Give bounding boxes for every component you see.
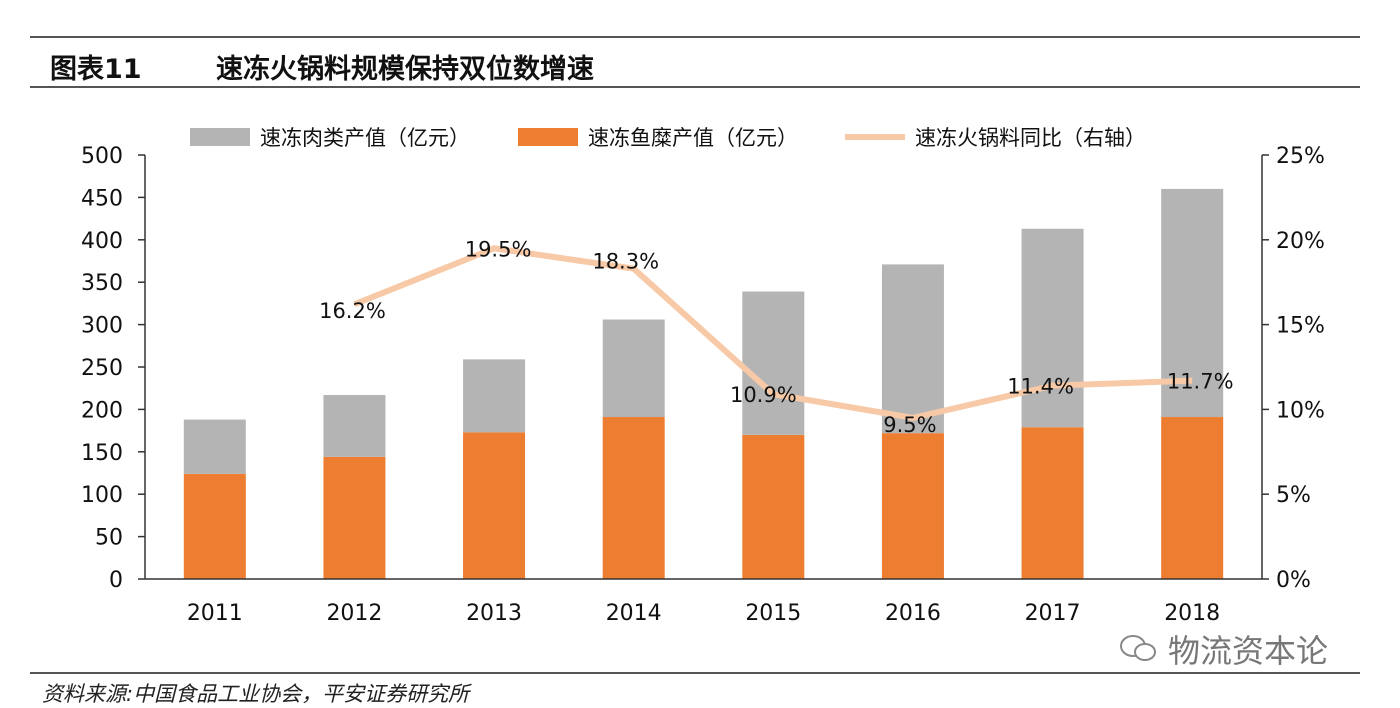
y-right-tick-label: 20%: [1276, 229, 1325, 254]
y-left-tick-label: 450: [81, 186, 123, 211]
data-label-yoy-2016: 9.5%: [883, 413, 936, 437]
legend-label-yoy: 速冻火锅料同比（右轴）: [915, 126, 1146, 150]
data-label-yoy-2014: 18.3%: [592, 250, 659, 274]
data-label-yoy-2015: 10.9%: [730, 383, 797, 407]
y-right-tick-label: 0%: [1276, 568, 1311, 593]
legend-label-meat: 速冻肉类产值（亿元）: [260, 126, 470, 150]
data-label-yoy-2013: 19.5%: [465, 237, 532, 261]
bar-fish-2012: [323, 456, 386, 579]
bar-fish-2015: [742, 434, 805, 579]
chat-bubble-icon: [1120, 635, 1156, 661]
x-tick-label: 2012: [326, 601, 382, 626]
bar-meat-2017: [1021, 228, 1084, 428]
legend-swatch-fish: [518, 128, 578, 146]
x-tick-label: 2013: [466, 601, 522, 626]
x-tick-label: 2014: [606, 601, 662, 626]
bar-meat-2011: [183, 419, 246, 474]
data-label-yoy-2018: 11.7%: [1167, 370, 1234, 394]
bar-meat-2016: [881, 264, 944, 434]
line-yoy-growth: [353, 245, 1193, 421]
figure-title: 速冻火锅料规模保持双位数增速: [216, 54, 594, 85]
y-left-tick-label: 350: [81, 271, 123, 296]
x-tick-label: 2017: [1025, 601, 1081, 626]
data-label-yoy-2017: 11.4%: [1007, 375, 1074, 399]
bar-fish-2014: [602, 417, 665, 579]
bar-meat-2013: [463, 359, 526, 433]
bar-fish-2018: [1161, 417, 1224, 579]
bar-fish-2016: [881, 433, 944, 579]
y-left-tick-label: 500: [81, 144, 123, 169]
bar-fish-2011: [183, 473, 246, 579]
y-right-tick-label: 15%: [1276, 314, 1325, 339]
data-label-yoy-2012: 16.2%: [319, 299, 386, 323]
x-tick-label: 2018: [1164, 601, 1220, 626]
x-tick-label: 2015: [745, 601, 801, 626]
source-note: 资料来源:中国食品工业协会，平安证券研究所: [42, 682, 470, 706]
figure-title-bar: 图表11 速冻火锅料规模保持双位数增速: [30, 36, 1360, 88]
y-left-tick-label: 400: [81, 229, 123, 254]
y-left-tick-label: 0: [109, 568, 123, 593]
y-left-tick-label: 150: [81, 441, 123, 466]
bar-fish-2017: [1021, 427, 1084, 579]
bar-meat-2015: [742, 291, 805, 435]
x-tick-label: 2016: [885, 601, 941, 626]
bar-fish-2013: [463, 432, 526, 579]
y-right-tick-label: 10%: [1276, 398, 1325, 423]
y-left-tick-label: 300: [81, 314, 123, 339]
bar-meat-2014: [602, 319, 665, 418]
y-right-tick-label: 5%: [1276, 483, 1311, 508]
y-left-tick-label: 250: [81, 356, 123, 381]
watermark-text: 物流资本论: [1168, 632, 1329, 670]
figure-number: 图表11: [50, 54, 142, 85]
x-tick-label: 2011: [187, 601, 243, 626]
legend-label-fish: 速冻鱼糜产值（亿元）: [588, 126, 798, 150]
footer-divider: [30, 672, 1360, 674]
y-right-tick-label: 25%: [1276, 144, 1325, 169]
watermark: 物流资本论: [1118, 626, 1328, 672]
legend-swatch-meat: [190, 128, 250, 146]
y-left-tick-label: 100: [81, 483, 123, 508]
bar-meat-2012: [323, 394, 386, 457]
y-left-tick-label: 200: [81, 398, 123, 423]
y-left-tick-label: 50: [95, 526, 123, 551]
